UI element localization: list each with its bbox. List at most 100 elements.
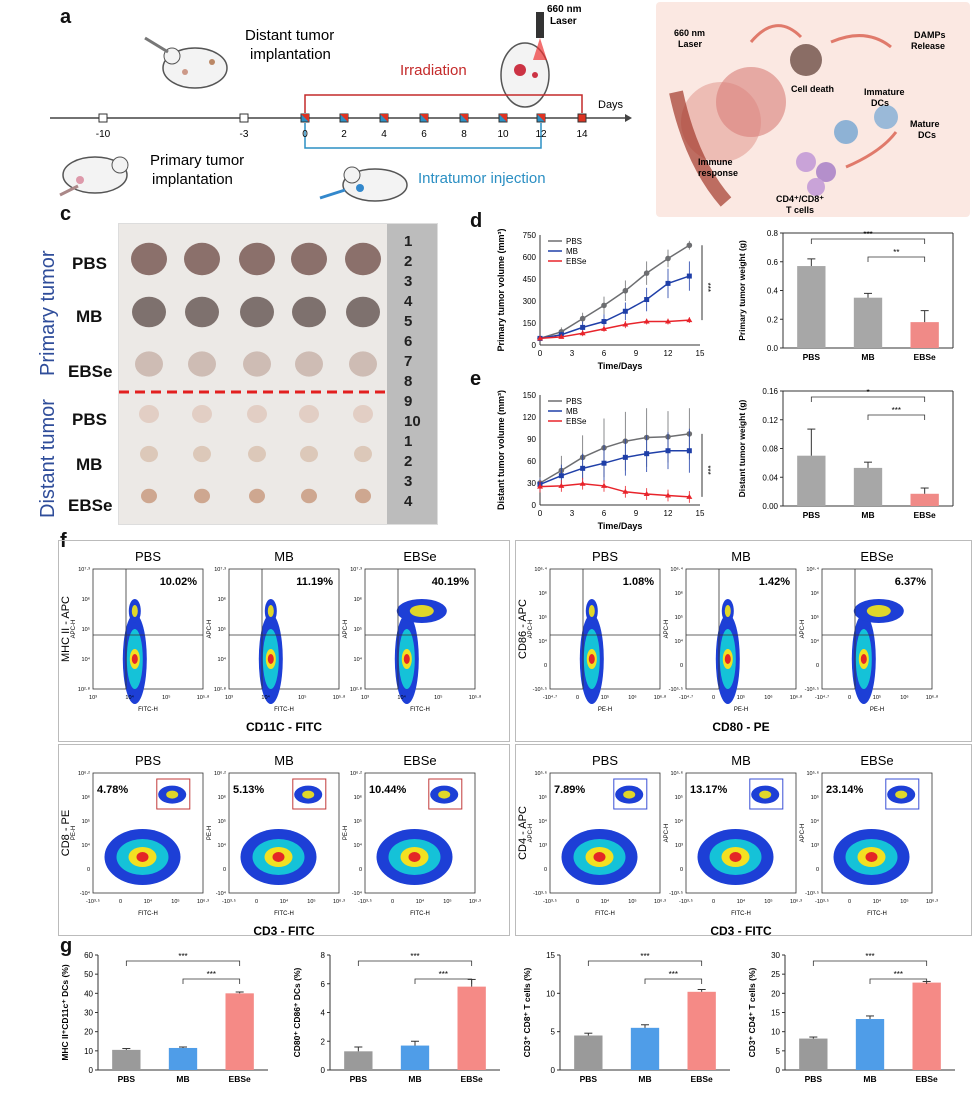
distant-tumor-side-label: Distant tumor bbox=[37, 399, 59, 518]
x-axis-label: Time/Days bbox=[598, 521, 643, 531]
tumor-sample bbox=[140, 445, 158, 463]
flow-x-tick: 10³ bbox=[361, 695, 369, 701]
timeline-marker-half bbox=[420, 114, 428, 122]
flow-y-tick: 10⁵ bbox=[82, 626, 90, 633]
ruler-number: 2 bbox=[404, 453, 412, 470]
panel-label-c: c bbox=[60, 203, 72, 225]
bar-MB bbox=[855, 1019, 885, 1070]
row-label: EBSe bbox=[68, 496, 113, 515]
y-tick-label: 6 bbox=[321, 980, 326, 989]
tumor-sample bbox=[301, 488, 317, 504]
flow-y-tick: 10³ bbox=[539, 843, 547, 849]
timeline-tick-label: 12 bbox=[535, 129, 547, 140]
flow-y-tick: 10⁴ bbox=[82, 656, 91, 663]
significance-label: *** bbox=[703, 283, 712, 292]
flow-y-tick: 0 bbox=[544, 867, 547, 873]
bar-PBS bbox=[797, 455, 826, 506]
flow-x-tick: 10⁵ bbox=[737, 694, 745, 701]
flow-x-tick: -10³·⁵ bbox=[815, 898, 829, 905]
tumor-sample bbox=[188, 351, 216, 377]
flow-axis-name: FITC-H bbox=[138, 707, 158, 713]
flow-y-tick: 10⁶·² bbox=[350, 770, 362, 777]
series-line-EBSe bbox=[539, 482, 690, 498]
bar-EBSe bbox=[457, 986, 486, 1070]
data-point bbox=[665, 318, 671, 324]
flow-percentage: 1.08% bbox=[623, 576, 654, 588]
mouse-illustration bbox=[59, 156, 129, 197]
flow-y-tick: 10⁴ bbox=[354, 656, 363, 663]
y-tick-label: 30 bbox=[527, 479, 536, 488]
tumor-sample bbox=[132, 296, 166, 328]
y-tick-label: 40 bbox=[84, 989, 93, 998]
flow-x-tick: 10⁵ bbox=[628, 898, 636, 905]
flow-axis-name: APC-H bbox=[528, 824, 534, 843]
density-core bbox=[593, 852, 606, 862]
data-point bbox=[622, 321, 629, 327]
significance-label: *** bbox=[207, 970, 216, 979]
flow-axis-name: FITC-H bbox=[138, 911, 158, 917]
flow-y-tick: 10³ bbox=[675, 843, 683, 849]
primary-weight-chart: 0.0 0.2 0.4 0.6 0.8 Primary tumor weight (g) P… bbox=[737, 229, 954, 362]
timeline-tick-label: -3 bbox=[240, 129, 249, 140]
panel-label-d: d bbox=[470, 210, 483, 232]
flow-axis-name: APC-H bbox=[664, 824, 670, 843]
row-label: MB bbox=[76, 307, 103, 326]
x-tick-label: PBS bbox=[803, 352, 821, 362]
flow-x-tick: 10⁶·³ bbox=[926, 898, 938, 905]
irradiation-label: Irradiation bbox=[400, 62, 467, 79]
data-point bbox=[686, 317, 693, 323]
legend-entry: MB bbox=[566, 247, 578, 256]
significance-label: *** bbox=[640, 952, 649, 961]
flow-plot-title: EBSe bbox=[403, 549, 436, 564]
data-point bbox=[622, 488, 629, 494]
flow-x-tick: 10⁶·⁸ bbox=[926, 694, 939, 701]
ruler-number: 8 bbox=[404, 373, 412, 390]
density-gated-core bbox=[438, 790, 451, 799]
significance-bracket bbox=[810, 396, 926, 402]
y-axis-label: MHC II⁺CD11c⁺ DCs (%) bbox=[60, 964, 70, 1061]
flow-group-2: CD86 - APC CD80 - PE PBS 1.08% PE-H APC-H -10⁴… bbox=[515, 540, 972, 742]
flow-axis-name: PE-H bbox=[870, 707, 884, 713]
y-tick-label: 120 bbox=[523, 413, 537, 422]
flow-x-tick: 10⁴ bbox=[261, 694, 270, 701]
y-axis-label: Distant tumor weight (g) bbox=[737, 399, 747, 497]
significance-bracket bbox=[182, 978, 241, 984]
data-point bbox=[686, 242, 693, 249]
flow-y-tick: 0 bbox=[816, 663, 819, 669]
timeline-marker bbox=[239, 113, 249, 123]
data-point bbox=[579, 315, 586, 322]
series-line-MB bbox=[539, 275, 690, 340]
significance-bracket bbox=[125, 960, 241, 966]
flow-group-4: CD4 - APC CD3 - FITC PBS 7.89% FITC-H APC-H -1… bbox=[515, 744, 972, 938]
significance-label: *** bbox=[865, 952, 874, 961]
x-tick-label: PBS bbox=[805, 1074, 823, 1084]
tumor-sample bbox=[354, 445, 372, 463]
flow-plot-title: MB bbox=[274, 549, 294, 564]
x-tick-label: 3 bbox=[570, 349, 575, 358]
x-tick-label: 6 bbox=[602, 509, 607, 518]
data-point bbox=[686, 448, 692, 454]
tumor-sample bbox=[194, 488, 210, 504]
flow-y-tick: 10⁵ bbox=[811, 794, 819, 801]
data-point bbox=[537, 483, 543, 489]
flow-axis-name: APC-H bbox=[207, 620, 213, 639]
ruler-number: 4 bbox=[404, 293, 413, 310]
flow-x-tick: 10⁵·⁸ bbox=[333, 694, 346, 701]
flow-axis-name: APC-H bbox=[71, 620, 77, 639]
panel-label-a: a bbox=[60, 6, 72, 28]
x-tick-label: EBSe bbox=[229, 1074, 251, 1084]
flow-x-tick: 0 bbox=[255, 899, 258, 905]
flow-x-tick: 10⁴ bbox=[737, 898, 746, 905]
flow-x-tick: -10⁴·⁷ bbox=[543, 694, 557, 701]
tumor-sample bbox=[184, 242, 220, 276]
flow-x-tick: 10⁶·³ bbox=[654, 898, 666, 905]
flow-y-tick: 10⁴ bbox=[811, 638, 820, 645]
ruler bbox=[387, 224, 437, 524]
data-point bbox=[643, 491, 650, 496]
y-tick-label: 20 bbox=[771, 989, 780, 998]
legend-entry: MB bbox=[566, 407, 578, 416]
ruler-number: 7 bbox=[404, 353, 412, 370]
timeline-marker-half bbox=[340, 114, 348, 122]
flow-y-tick: 0 bbox=[359, 867, 362, 873]
tumor-sample bbox=[185, 296, 219, 328]
